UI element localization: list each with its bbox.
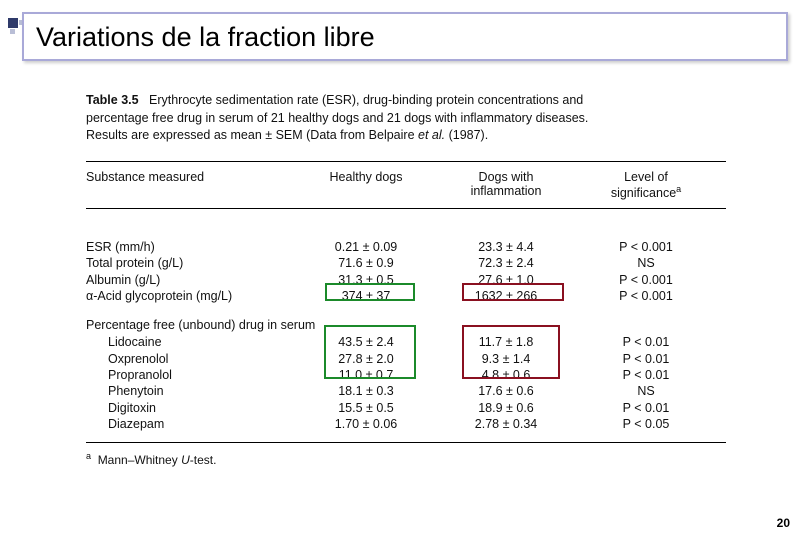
table-row: α-Acid glycoprotein (mg/L)374 ± 371632 ±… [86,288,726,304]
table-row: Total protein (g/L)71.6 ± 0.972.3 ± 2.4N… [86,255,726,271]
col-substance: Substance measured [86,170,296,184]
section1-spacer [86,223,726,237]
col-inflammation: Dogs with inflammation [436,170,576,198]
table-region: Table 3.5 Erythrocyte sedimentation rate… [86,92,726,467]
col-significance: Level of significancea [576,170,716,200]
title-frame: Variations de la fraction libre [22,12,788,68]
table-footnote: a Mann–Whitney U-test. [86,451,726,467]
table-row: Phenytoin18.1 ± 0.317.6 ± 0.6NS [86,383,726,399]
section1-rows: ESR (mm/h)0.21 ± 0.0923.3 ± 4.4P < 0.001… [86,239,726,305]
table-row: Oxprenolol27.8 ± 2.09.3 ± 1.4P < 0.01 [86,351,726,367]
table-row: Albumin (g/L)31.3 ± 0.527.6 ± 1.0P < 0.0… [86,271,726,287]
table-row: ESR (mm/h)0.21 ± 0.0923.3 ± 4.4P < 0.001 [86,239,726,255]
page-title: Variations de la fraction libre [36,22,375,52]
table-row: Lidocaine43.5 ± 2.411.7 ± 1.8P < 0.01 [86,334,726,350]
section2-title: Percentage free (unbound) drug in serum [86,318,726,332]
page-number: 20 [777,516,790,530]
table-header: Substance measured Healthy dogs Dogs wit… [86,162,726,209]
table-caption: Table 3.5 Erythrocyte sedimentation rate… [86,92,726,145]
table-row: Diazepam1.70 ± 0.062.78 ± 0.34P < 0.05 [86,416,726,432]
table-row: Propranolol11.0 ± 0.74.8 ± 0.6P < 0.01 [86,367,726,383]
table-row: Digitoxin15.5 ± 0.518.9 ± 0.6P < 0.01 [86,400,726,416]
section2-rows: Lidocaine43.5 ± 2.411.7 ± 1.8P < 0.01 Ox… [86,334,726,432]
col-healthy: Healthy dogs [296,170,436,184]
rule-bottom [86,442,726,443]
